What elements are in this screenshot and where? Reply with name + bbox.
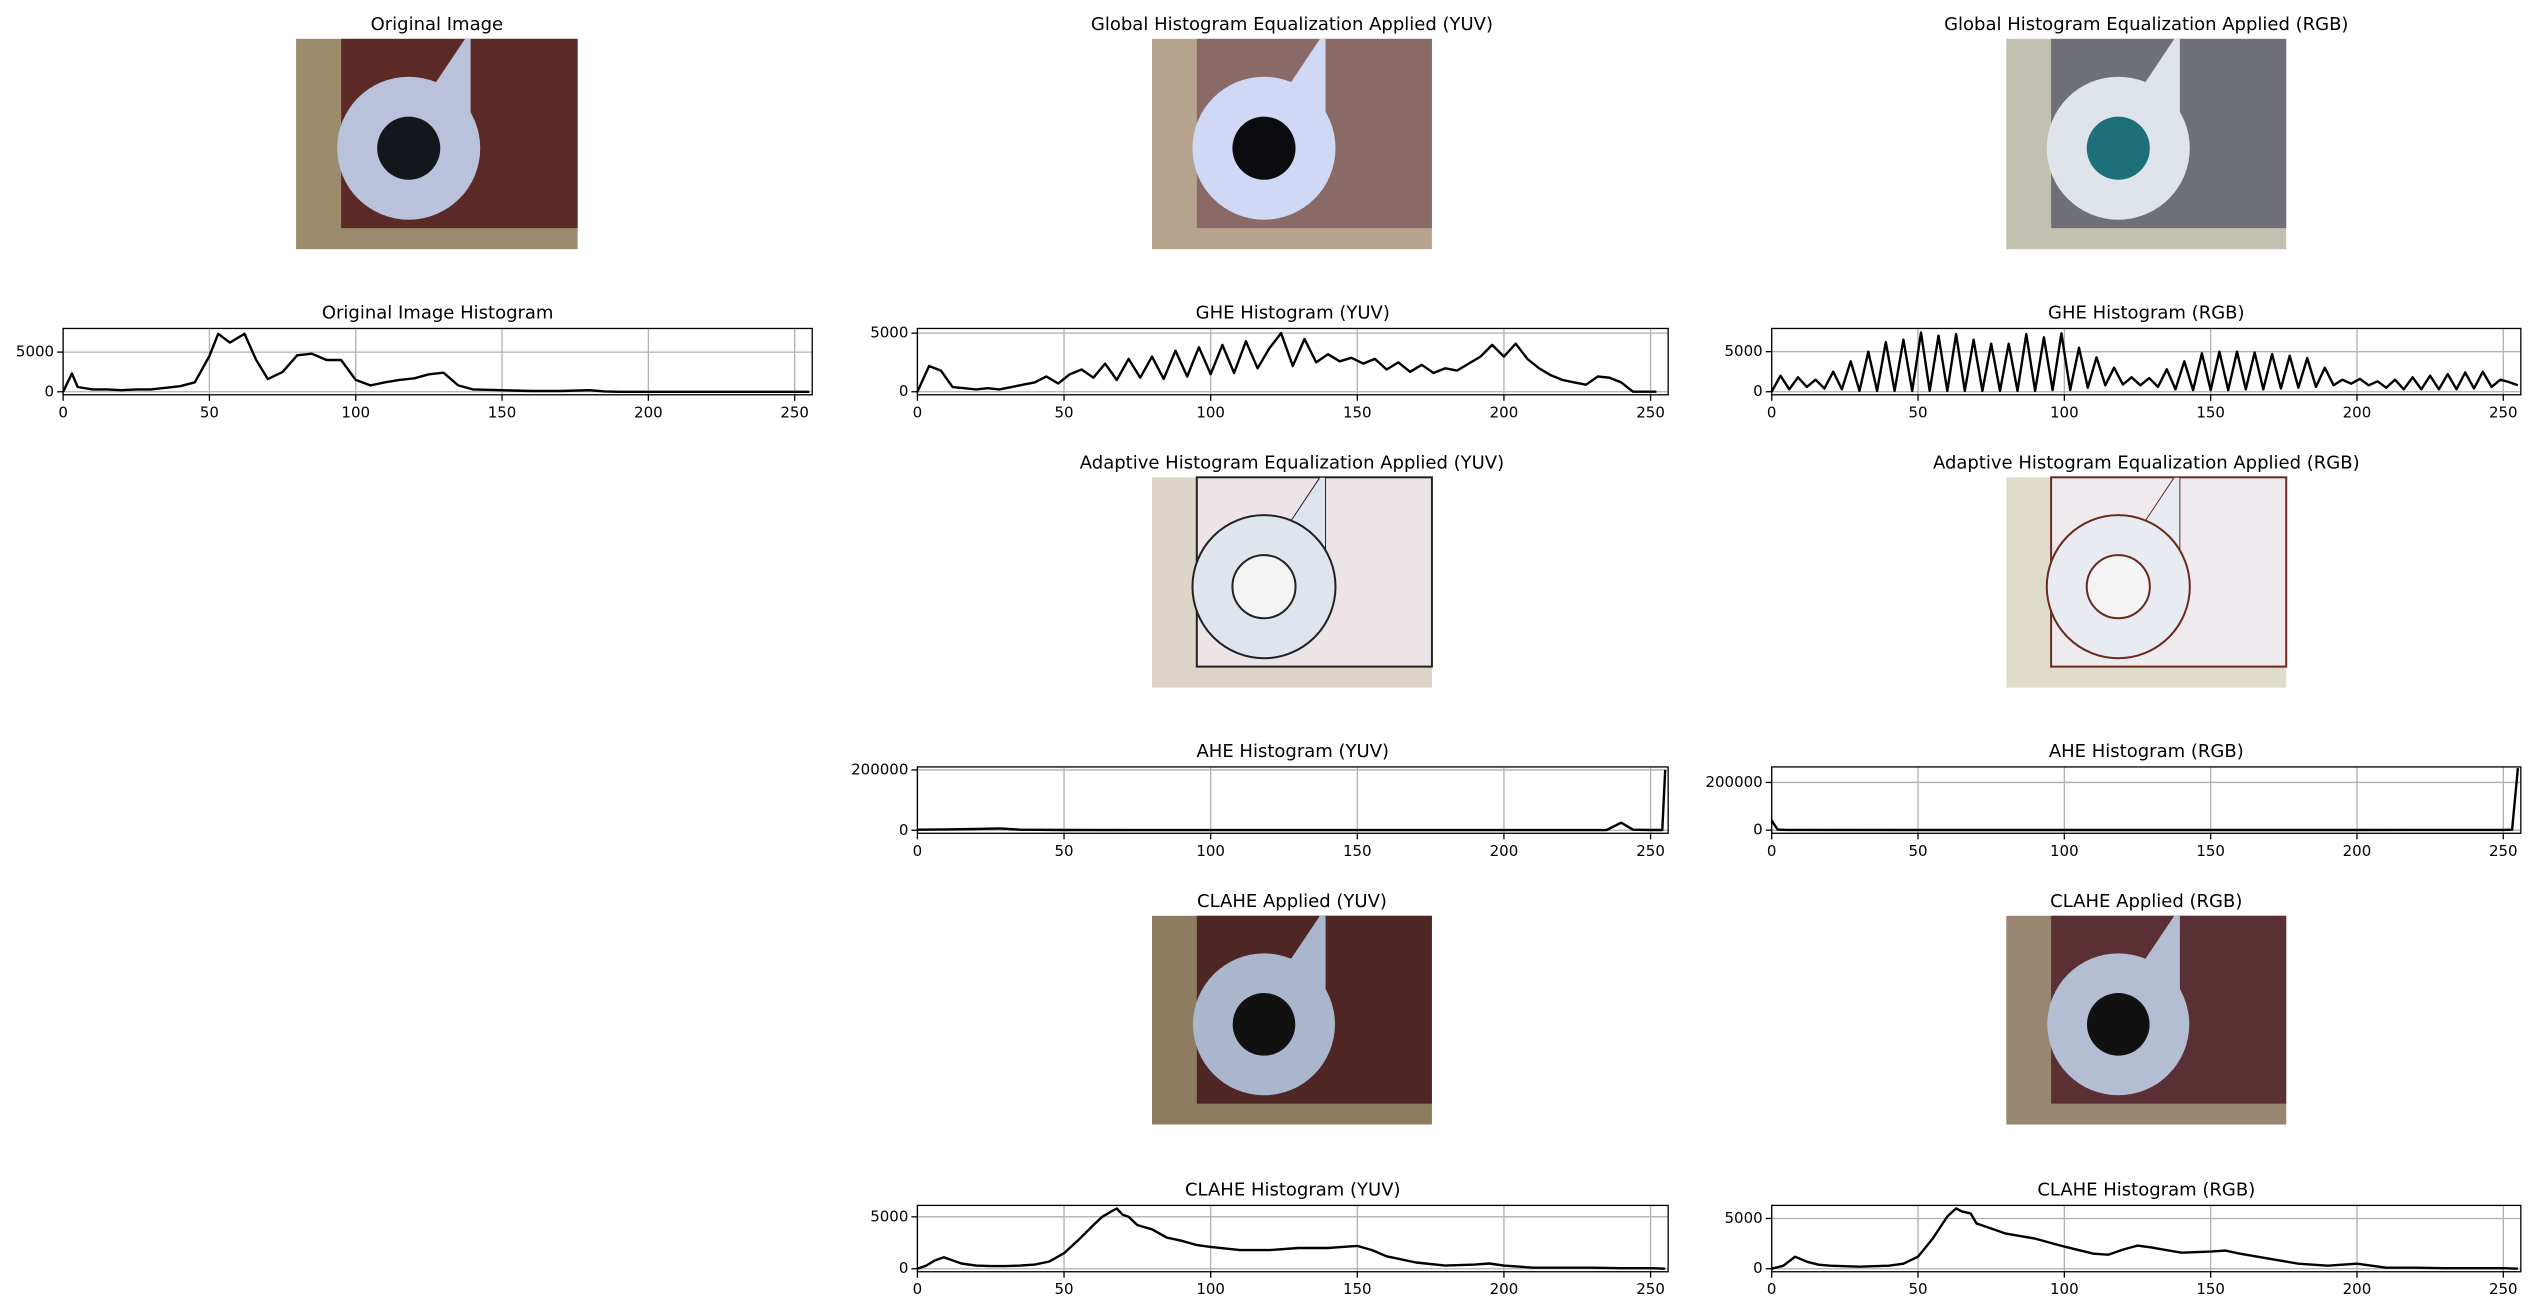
axes-frame [1771,327,2522,396]
image-hole [2086,993,2150,1056]
x-tick-label: 200 [1490,403,1519,421]
x-tick-label: 0 [913,403,923,421]
image-title: CLAHE Applied (YUV) [1197,891,1387,912]
x-tick-label: 50 [200,403,219,421]
x-tick-label: 150 [488,403,517,421]
x-tick-label: 100 [1196,842,1225,860]
chart-title: Original Image Histogram [322,302,554,323]
y-tick-label: 0 [899,821,909,839]
x-tick-label: 0 [1767,1280,1777,1298]
histogram-line [917,1207,1666,1270]
histogram-line [62,332,810,393]
image-hole [2085,554,2151,620]
image-title: Adaptive Histogram Equalization Applied … [1933,452,2360,473]
x-tick-label: 100 [2050,403,2079,421]
chart-title: GHE Histogram (RGB) [2048,302,2245,323]
x-tick-label: 250 [2489,403,2518,421]
x-tick-label: 50 [1908,1280,1927,1298]
histogram-line [1770,767,2520,832]
image-hole [377,116,441,180]
x-tick-label: 150 [2196,403,2225,421]
x-tick-label: 250 [2489,1280,2518,1298]
x-tick-label: 250 [1636,1280,1665,1298]
y-tick-label: 5000 [870,324,908,342]
axes-frame [916,766,1669,834]
x-tick-label: 0 [1767,842,1777,860]
axes-frame [916,1204,1669,1273]
x-tick-label: 0 [58,403,68,421]
y-tick-label: 0 [1753,821,1763,839]
image-title: Global Histogram Equalization Applied (R… [1944,14,2348,35]
chart-title: AHE Histogram (RGB) [2049,741,2244,762]
axes-frame [1771,1204,2522,1273]
y-tick-label: 0 [1753,382,1763,400]
x-tick-label: 100 [2050,1280,2079,1298]
image-hole [1232,116,1296,180]
chart-title: AHE Histogram (YUV) [1196,741,1389,762]
x-tick-label: 0 [913,842,923,860]
y-tick-label: 0 [1753,1259,1763,1277]
image-hole [2086,116,2150,180]
y-tick-label: 5000 [870,1207,908,1225]
x-tick-label: 250 [780,403,809,421]
x-tick-label: 100 [1196,1280,1225,1298]
axes-frame [916,327,1669,396]
histogram-line [916,331,1657,393]
y-tick-label: 200000 [851,760,908,778]
x-tick-label: 150 [1343,403,1372,421]
x-tick-label: 200 [2343,842,2372,860]
axes-frame [62,327,813,396]
histogram-line [917,769,1667,832]
chart-title: GHE Histogram (YUV) [1196,302,1390,323]
histogram-line [1771,1207,2518,1270]
x-tick-label: 50 [1054,403,1073,421]
image-title: Original Image [371,14,504,35]
image-hole [1232,993,1296,1056]
x-tick-label: 50 [1908,403,1927,421]
axes-frame [1771,766,2522,834]
y-tick-label: 5000 [16,343,54,361]
x-tick-label: 250 [2489,842,2518,860]
chart-title: CLAHE Histogram (YUV) [1185,1179,1401,1200]
x-tick-label: 250 [1636,842,1665,860]
image-title: Global Histogram Equalization Applied (Y… [1091,14,1493,35]
y-tick-label: 0 [899,1259,909,1277]
image-title: Adaptive Histogram Equalization Applied … [1080,452,1504,473]
x-tick-label: 50 [1908,842,1927,860]
x-tick-label: 200 [2343,1280,2372,1298]
y-tick-label: 0 [899,382,909,400]
x-tick-label: 50 [1054,842,1073,860]
image-hole [1231,554,1297,620]
y-tick-label: 200000 [1705,773,1762,791]
x-tick-label: 100 [1196,403,1225,421]
image-title: CLAHE Applied (RGB) [2050,891,2242,912]
y-tick-label: 0 [45,382,55,400]
x-tick-label: 50 [1054,1280,1073,1298]
x-tick-label: 150 [2196,1280,2225,1298]
x-tick-label: 100 [341,403,370,421]
x-tick-label: 200 [1490,842,1519,860]
x-tick-label: 150 [1343,842,1372,860]
chart-title: CLAHE Histogram (RGB) [2037,1179,2255,1200]
x-tick-label: 0 [913,1280,923,1298]
y-tick-label: 5000 [1725,342,1763,360]
x-tick-label: 150 [1343,1280,1372,1298]
x-tick-label: 200 [1490,1280,1519,1298]
x-tick-label: 250 [1636,403,1665,421]
histogram-line [1770,331,2519,393]
x-tick-label: 100 [2050,842,2079,860]
x-tick-label: 0 [1767,403,1777,421]
x-tick-label: 200 [2343,403,2372,421]
x-tick-label: 200 [634,403,663,421]
y-tick-label: 5000 [1725,1209,1763,1227]
x-tick-label: 150 [2196,842,2225,860]
